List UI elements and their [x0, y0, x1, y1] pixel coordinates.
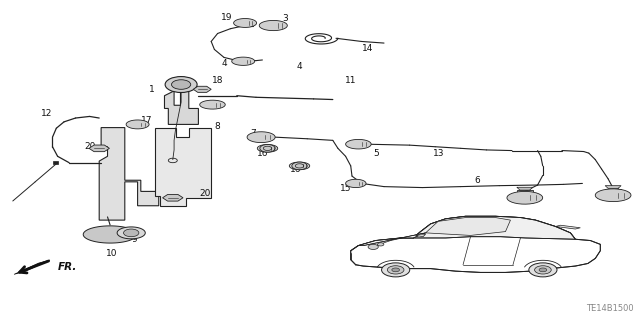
- Circle shape: [165, 77, 197, 93]
- Text: 3: 3: [282, 14, 287, 23]
- Text: 8: 8: [214, 122, 220, 130]
- Polygon shape: [89, 145, 109, 152]
- Polygon shape: [346, 139, 371, 149]
- Circle shape: [534, 266, 551, 274]
- Polygon shape: [99, 128, 159, 220]
- Polygon shape: [200, 100, 225, 109]
- Polygon shape: [164, 91, 198, 124]
- Circle shape: [387, 266, 404, 274]
- Text: 11: 11: [345, 76, 356, 85]
- Polygon shape: [426, 218, 511, 235]
- Circle shape: [260, 145, 275, 152]
- Circle shape: [378, 243, 384, 246]
- Text: TE14B1500: TE14B1500: [586, 304, 634, 313]
- Polygon shape: [234, 19, 257, 27]
- Polygon shape: [126, 120, 149, 129]
- Circle shape: [172, 80, 191, 89]
- Text: 2: 2: [522, 188, 527, 197]
- Polygon shape: [346, 179, 366, 188]
- Polygon shape: [358, 233, 426, 246]
- Polygon shape: [232, 57, 255, 65]
- Bar: [517, 190, 532, 196]
- Text: 13: 13: [433, 149, 444, 158]
- Text: 10: 10: [106, 249, 118, 258]
- Polygon shape: [247, 132, 275, 143]
- Polygon shape: [595, 189, 631, 202]
- Circle shape: [529, 263, 557, 277]
- Polygon shape: [517, 187, 532, 190]
- Polygon shape: [259, 20, 287, 31]
- Circle shape: [539, 268, 547, 272]
- Polygon shape: [163, 195, 183, 201]
- Text: 16: 16: [290, 165, 301, 174]
- Text: 2: 2: [613, 187, 618, 196]
- Polygon shape: [289, 162, 310, 170]
- Text: 16: 16: [257, 149, 268, 158]
- Text: 9: 9: [132, 235, 137, 244]
- Bar: [605, 189, 621, 194]
- Polygon shape: [83, 226, 137, 243]
- Polygon shape: [14, 260, 50, 274]
- Polygon shape: [556, 225, 580, 229]
- Text: 17: 17: [141, 116, 153, 125]
- Text: 4: 4: [221, 59, 227, 68]
- Polygon shape: [605, 186, 621, 189]
- Polygon shape: [155, 128, 211, 206]
- Polygon shape: [413, 216, 575, 239]
- Polygon shape: [415, 234, 426, 237]
- Text: FR.: FR.: [58, 262, 77, 272]
- Text: 20: 20: [199, 189, 211, 198]
- Text: 1: 1: [150, 85, 155, 94]
- Text: 6: 6: [474, 176, 479, 185]
- Text: 14: 14: [362, 44, 373, 53]
- Polygon shape: [53, 161, 58, 164]
- Circle shape: [381, 263, 410, 277]
- Text: 4: 4: [297, 63, 302, 71]
- Polygon shape: [117, 227, 145, 239]
- Circle shape: [124, 229, 139, 237]
- Text: 5: 5: [374, 149, 379, 158]
- Circle shape: [292, 162, 307, 170]
- Text: 19: 19: [221, 13, 233, 22]
- Circle shape: [392, 268, 399, 272]
- Polygon shape: [257, 145, 278, 152]
- Circle shape: [368, 244, 378, 249]
- Polygon shape: [351, 216, 600, 272]
- Text: 12: 12: [41, 109, 52, 118]
- Polygon shape: [507, 191, 543, 204]
- Text: 7: 7: [250, 129, 255, 138]
- Text: 20: 20: [84, 142, 95, 151]
- Polygon shape: [193, 86, 211, 93]
- Text: 18: 18: [212, 76, 223, 85]
- Text: 15: 15: [340, 184, 351, 193]
